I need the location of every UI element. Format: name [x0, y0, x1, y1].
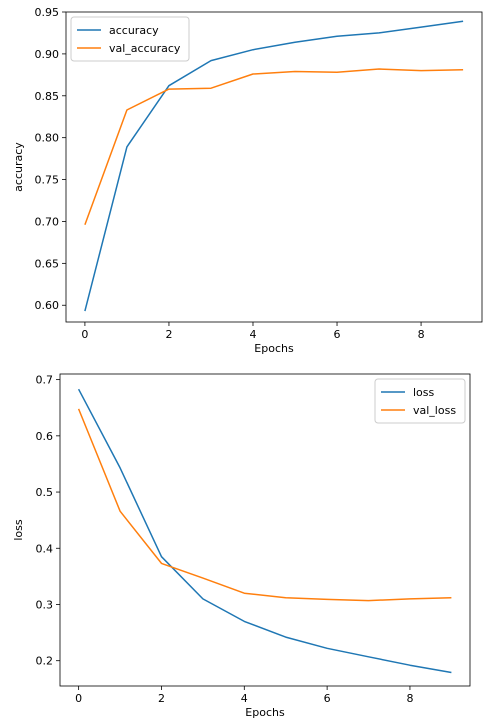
legend-label-loss: loss — [413, 386, 435, 399]
y-tick-label: 0.60 — [35, 299, 60, 312]
chart-1: 0 2 4 6 8 0.60 0.65 0.70 0.75 0.80 0.85 0.90 0.95 Epo… — [12, 6, 483, 355]
x-tick-label: 0 — [75, 692, 82, 705]
y-tick-label: 0.70 — [35, 215, 60, 228]
legend-label-val-accuracy: val_accuracy — [109, 42, 181, 55]
x-tick-label: 8 — [406, 692, 413, 705]
y-tick-label: 0.5 — [36, 486, 54, 499]
y-axis-label: loss — [12, 519, 25, 541]
x-tick-label: 8 — [418, 328, 425, 341]
x-tick-label: 4 — [249, 328, 256, 341]
x-axis-label: Epochs — [245, 706, 285, 719]
x-tick-label: 2 — [158, 692, 165, 705]
series-line-val-accuracy — [84, 68, 464, 226]
y-tick-label: 0.95 — [35, 6, 60, 19]
y-tick-label: 0.90 — [35, 48, 60, 61]
plot-frame — [65, 11, 483, 323]
y-tick-label: 0.85 — [35, 90, 60, 103]
y-tick-label: 0.2 — [36, 655, 54, 668]
series-line-val-loss — [77, 408, 452, 602]
legend-box — [70, 16, 190, 62]
y-tick-label: 0.7 — [36, 374, 54, 387]
x-axis-label: Epochs — [254, 342, 294, 355]
y-tick-label: 0.3 — [36, 598, 54, 611]
chart-2: 0 2 4 6 8 0.2 0.3 0.4 0.5 0.6 0.7 Epochs loss loss val… — [12, 373, 471, 719]
series-line-loss — [77, 388, 452, 674]
y-tick-label: 0.4 — [36, 542, 54, 555]
x-tick-label: 6 — [334, 328, 341, 341]
x-tick-label: 0 — [81, 328, 88, 341]
plot-frame — [59, 373, 471, 687]
x-tick-label: 2 — [165, 328, 172, 341]
legend: loss val_loss — [374, 378, 466, 424]
y-tick-label: 0.65 — [35, 257, 60, 270]
legend: accuracy val_accuracy — [70, 16, 190, 62]
legend-box — [374, 378, 466, 424]
y-tick-label: 0.75 — [35, 174, 60, 187]
legend-label-val-loss: val_loss — [413, 404, 456, 417]
legend-label-accuracy: accuracy — [109, 24, 159, 37]
x-tick-label: 6 — [324, 692, 331, 705]
series-line-accuracy — [84, 20, 464, 312]
x-tick-label: 4 — [241, 692, 248, 705]
y-axis-label: accuracy — [12, 142, 25, 192]
y-tick-label: 0.80 — [35, 132, 60, 145]
y-tick-label: 0.6 — [36, 430, 54, 443]
